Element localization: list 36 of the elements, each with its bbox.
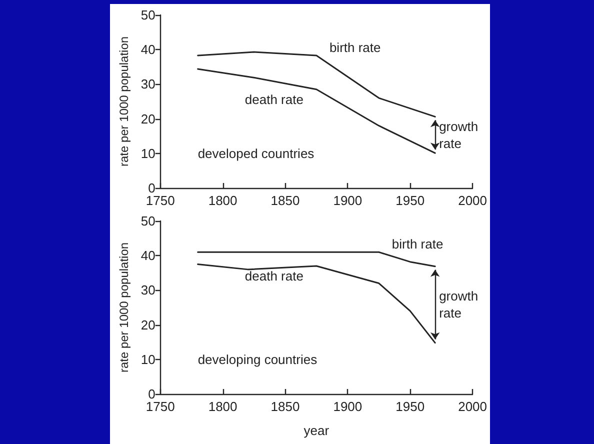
- y-tick-label: 0: [148, 386, 156, 402]
- x-tick-label: 1850: [270, 399, 300, 414]
- y-tick-label: 50: [140, 214, 156, 228]
- x-tick-label: 1800: [208, 399, 238, 414]
- x-tick-label: 1750: [146, 399, 175, 414]
- x-tick-label: 1850: [270, 193, 300, 208]
- y-tick-label: 30: [140, 282, 156, 298]
- line-series: [197, 264, 436, 344]
- y-tick-label: 20: [140, 317, 156, 332]
- y-tick-label: 10: [140, 352, 156, 367]
- y-tick-label: 50: [140, 8, 156, 22]
- annotation: growth rate: [439, 288, 478, 321]
- x-axis-title: year: [304, 423, 330, 438]
- series-label: birth rate: [329, 40, 381, 55]
- y-tick-label: 40: [140, 42, 156, 58]
- annotation: developing countries: [198, 352, 318, 367]
- y-axis-title: rate per 1000 population: [117, 242, 131, 373]
- annotation: developed countries: [198, 146, 315, 161]
- x-tick-label: 1900: [333, 399, 362, 414]
- y-tick-label: 40: [140, 248, 156, 264]
- x-tick-label: 2000: [458, 399, 487, 414]
- x-tick-label: 1800: [208, 193, 238, 208]
- series-label: death rate: [244, 92, 304, 107]
- x-tick-label: 1950: [396, 399, 425, 414]
- annotation: growth rate: [439, 118, 478, 151]
- series-label: birth rate: [392, 236, 444, 252]
- x-tick-label: 1750: [146, 193, 175, 208]
- y-tick-label: 20: [140, 111, 156, 126]
- x-tick-label: 1950: [396, 193, 425, 208]
- x-tick-label: 2000: [458, 193, 487, 208]
- y-tick-label: 30: [140, 76, 156, 92]
- y-tick-label: 10: [140, 146, 156, 161]
- series-label: death rate: [244, 268, 304, 284]
- y-tick-label: 0: [148, 180, 156, 196]
- x-tick-label: 1900: [333, 193, 362, 208]
- y-axis-title: rate per 1000 population: [117, 36, 131, 167]
